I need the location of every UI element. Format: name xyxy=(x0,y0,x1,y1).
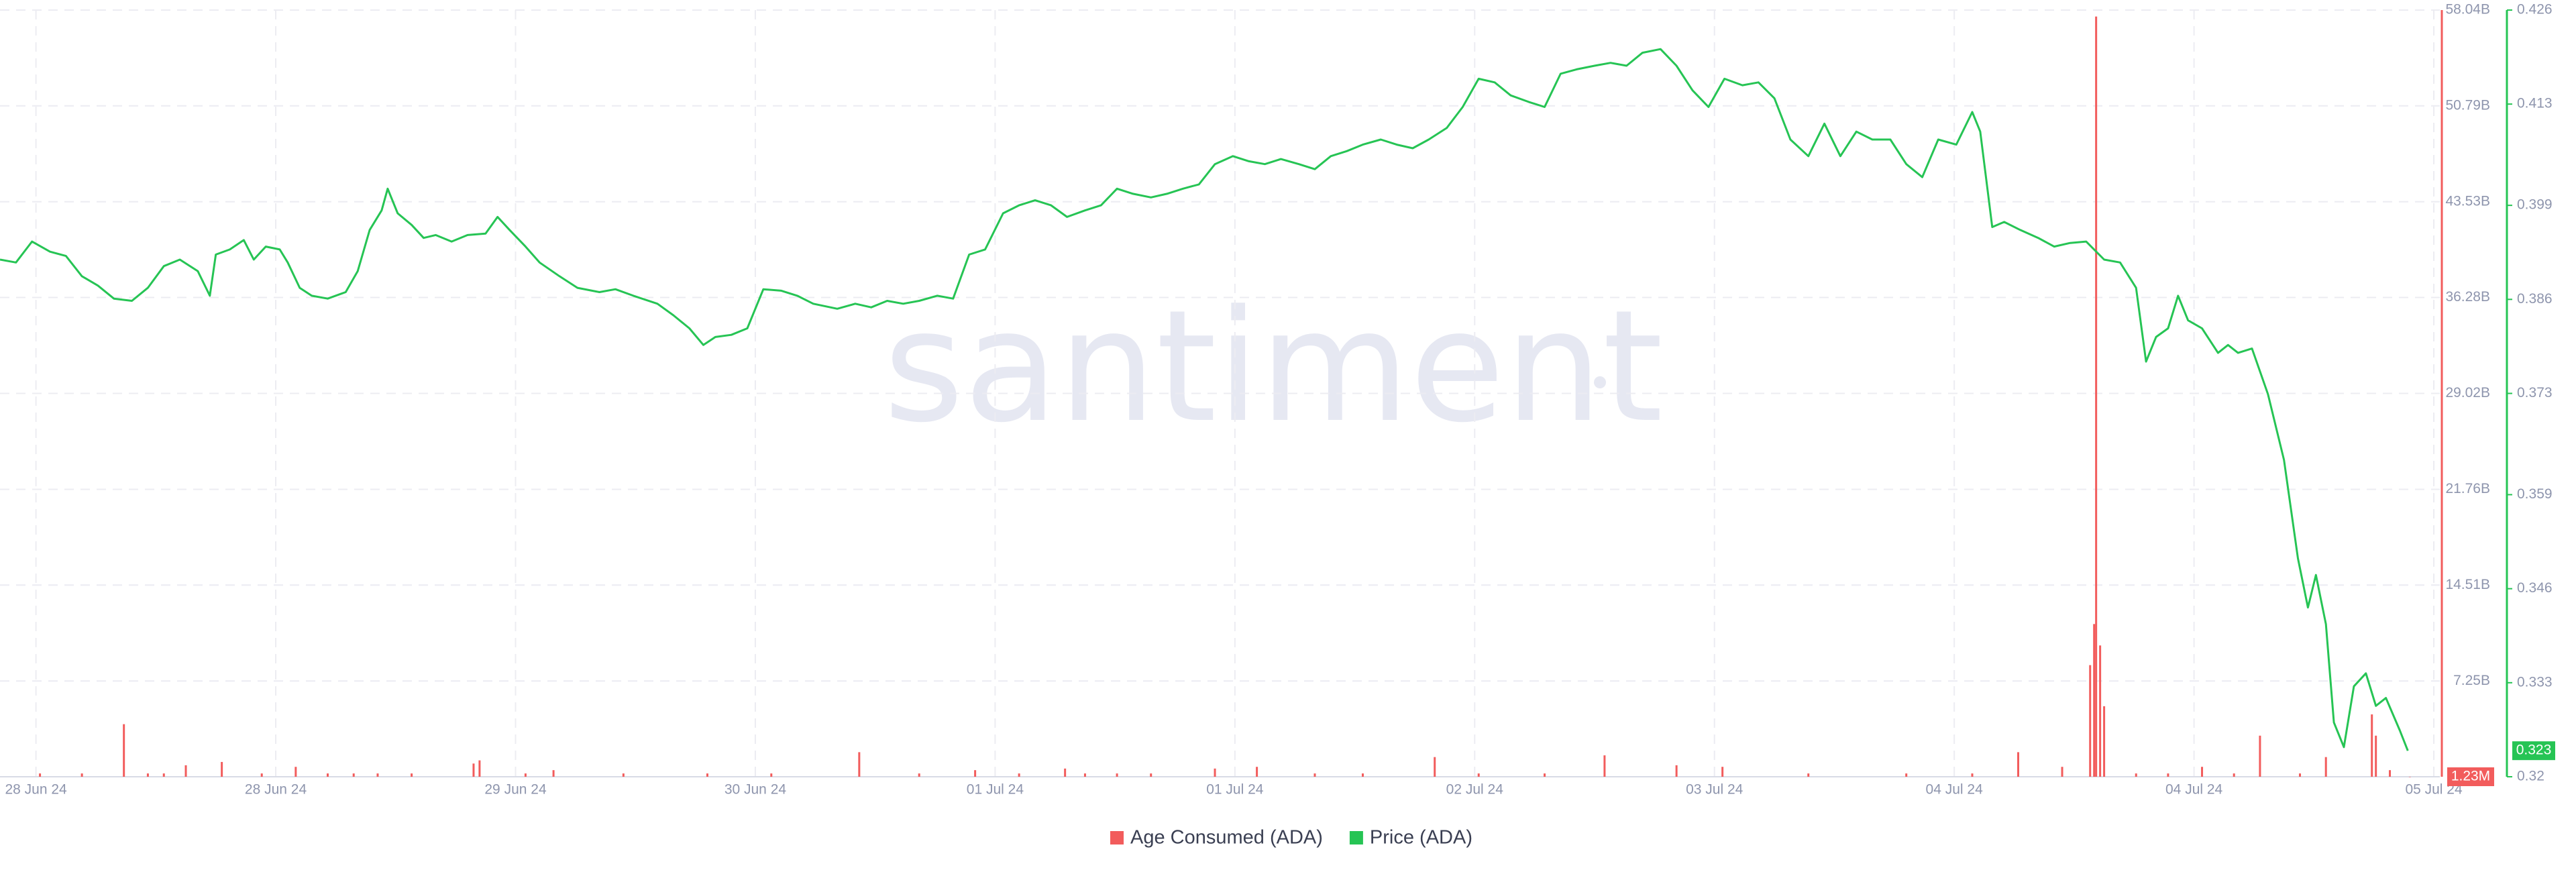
x-tick-label: 04 Jul 24 xyxy=(2165,782,2223,798)
bar xyxy=(2135,773,2137,777)
bar xyxy=(472,763,475,777)
bar xyxy=(260,773,263,777)
y2-tick-label: 0.373 xyxy=(2517,385,2553,400)
bar xyxy=(2324,757,2327,777)
x-tick-label: 29 Jun 24 xyxy=(484,782,547,798)
bar xyxy=(2298,773,2301,777)
bar xyxy=(2061,767,2063,777)
bar xyxy=(1083,773,1086,777)
bar xyxy=(1971,773,1974,777)
bar xyxy=(552,770,555,777)
bar xyxy=(221,761,223,777)
bar xyxy=(2099,645,2102,777)
bar xyxy=(80,773,83,777)
bar xyxy=(478,760,481,777)
bar xyxy=(123,724,125,777)
legend-swatch xyxy=(1110,831,1124,844)
bar xyxy=(1477,773,1480,777)
bar xyxy=(2233,773,2235,777)
bar xyxy=(1361,773,1364,777)
y-tick-label: 50.79B xyxy=(2445,97,2490,113)
bar xyxy=(1214,768,1216,777)
bar xyxy=(1150,773,1152,777)
bar xyxy=(1905,773,1908,777)
bar xyxy=(1018,773,1020,777)
bar xyxy=(1807,773,1810,777)
bar xyxy=(1675,765,1678,777)
y2-tick-label: 0.359 xyxy=(2517,486,2553,502)
bar xyxy=(1116,773,1118,777)
bar xyxy=(39,773,42,777)
bar xyxy=(2201,767,2204,777)
last-value-label: 1.23M xyxy=(2451,769,2490,784)
bar xyxy=(411,773,413,777)
y-tick-label: 36.28B xyxy=(2445,289,2490,305)
bar xyxy=(327,773,329,777)
watermark-dot xyxy=(1594,376,1606,388)
y-tick-label: 21.76B xyxy=(2445,481,2490,496)
y2-tick-label: 0.386 xyxy=(2517,291,2553,307)
y-tick-label: 43.53B xyxy=(2445,193,2490,209)
x-tick-label: 28 Jun 24 xyxy=(5,782,67,798)
bar xyxy=(1064,768,1067,777)
bar xyxy=(2371,714,2373,777)
bar xyxy=(184,765,187,777)
bar xyxy=(162,773,165,777)
bar xyxy=(2089,665,2092,777)
bar xyxy=(2017,752,2019,777)
y-tick-label: 14.51B xyxy=(2445,577,2490,592)
bar xyxy=(858,752,861,777)
bar xyxy=(770,773,773,777)
watermark-dot xyxy=(936,376,949,388)
bar xyxy=(376,773,379,777)
last-value-badge xyxy=(2512,741,2555,761)
y2-tick-label: 0.333 xyxy=(2517,674,2553,690)
bar xyxy=(918,773,920,777)
bar xyxy=(974,770,977,777)
price-line xyxy=(0,48,2409,751)
x-tick-label: 28 Jun 24 xyxy=(245,782,307,798)
bar xyxy=(524,773,527,777)
bar xyxy=(2259,735,2261,777)
x-tick-label: 02 Jul 24 xyxy=(1446,782,1504,798)
bar xyxy=(622,773,625,777)
y-tick-label: 58.04B xyxy=(2445,2,2490,17)
bar xyxy=(2167,773,2169,777)
bar xyxy=(1721,767,1724,777)
legend-label: Age Consumed (ADA) xyxy=(1130,827,1323,849)
bar xyxy=(1434,757,1436,777)
watermark: santiment xyxy=(883,278,1663,457)
y2-tick-label: 0.426 xyxy=(2517,2,2553,17)
y-tick-label: 7.25B xyxy=(2453,673,2490,688)
bar xyxy=(1603,755,1606,777)
bar xyxy=(1256,767,1258,777)
x-tick-label: 01 Jul 24 xyxy=(967,782,1024,798)
bar xyxy=(2103,706,2106,777)
y-tick-label: 29.02B xyxy=(2445,385,2490,400)
bar xyxy=(706,773,708,777)
y2-tick-label: 0.413 xyxy=(2517,96,2553,111)
bar xyxy=(2375,735,2377,777)
legend-label: Price (ADA) xyxy=(1370,827,1472,849)
bar xyxy=(1544,773,1546,777)
bar xyxy=(2095,16,2098,777)
legend-swatch xyxy=(1349,831,1363,844)
bar xyxy=(352,773,355,777)
x-tick-label: 01 Jul 24 xyxy=(1206,782,1264,798)
y2-tick-label: 0.399 xyxy=(2517,197,2553,213)
x-tick-label: 03 Jul 24 xyxy=(1686,782,1743,798)
y2-tick-label: 0.32 xyxy=(2517,769,2544,784)
x-tick-label: 30 Jun 24 xyxy=(724,782,787,798)
last-value-badge xyxy=(2447,767,2494,786)
x-tick-label: 04 Jul 24 xyxy=(1926,782,1984,798)
bar xyxy=(294,767,297,777)
bar xyxy=(2389,770,2392,777)
bar xyxy=(1313,773,1316,777)
bar xyxy=(2093,624,2096,777)
bar xyxy=(146,773,149,777)
last-value-label: 0.323 xyxy=(2516,743,2552,758)
y2-tick-label: 0.346 xyxy=(2517,580,2553,596)
